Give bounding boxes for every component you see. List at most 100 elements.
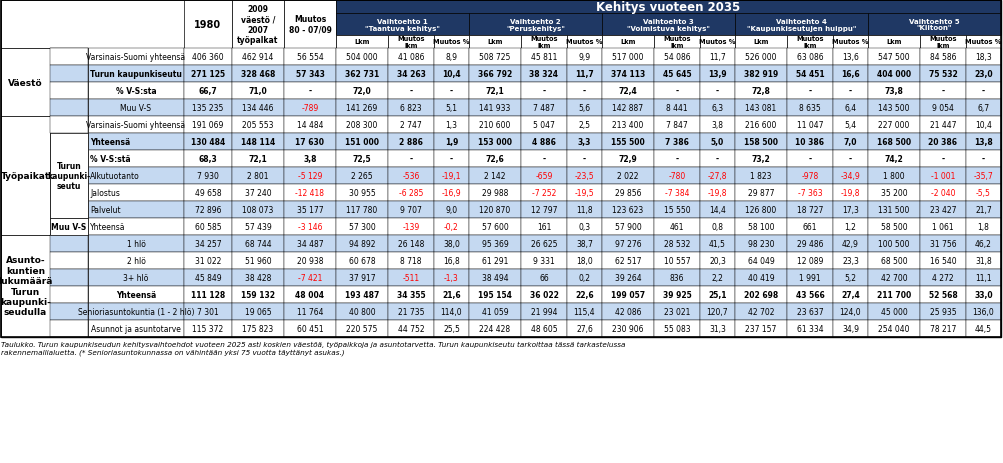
Text: 1 823: 1 823 — [749, 172, 771, 181]
Bar — [832, 201, 868, 219]
Bar — [868, 252, 919, 269]
Text: -3 146: -3 146 — [298, 223, 322, 232]
Text: 20 386: 20 386 — [928, 138, 957, 147]
Text: 10,4: 10,4 — [974, 121, 991, 130]
Bar — [433, 252, 468, 269]
Text: 35 200: 35 200 — [880, 188, 907, 198]
Bar — [567, 320, 602, 337]
Text: 11,7: 11,7 — [708, 53, 725, 62]
Text: 2,2: 2,2 — [711, 274, 723, 282]
Bar — [50, 100, 88, 117]
Text: 2 265: 2 265 — [351, 172, 372, 181]
Bar — [468, 66, 521, 83]
Text: 54 451: 54 451 — [795, 70, 823, 79]
Bar — [868, 201, 919, 219]
Text: 72,0: 72,0 — [352, 87, 371, 96]
Text: 1 hlö: 1 hlö — [126, 239, 145, 249]
Text: -: - — [409, 87, 412, 96]
Text: 148 114: 148 114 — [241, 138, 275, 147]
Text: -16,9: -16,9 — [441, 188, 460, 198]
Bar — [232, 1, 284, 49]
Bar — [868, 100, 919, 117]
Text: 7 930: 7 930 — [197, 172, 219, 181]
Bar — [468, 201, 521, 219]
Bar — [468, 168, 521, 185]
Text: 9,0: 9,0 — [445, 206, 457, 214]
Text: Palvelut: Palvelut — [90, 206, 120, 214]
Text: 6,4: 6,4 — [844, 104, 856, 113]
Bar — [832, 320, 868, 337]
Text: Lkm: Lkm — [354, 39, 369, 45]
Bar — [567, 269, 602, 287]
Bar — [602, 66, 653, 83]
Bar — [50, 117, 88, 236]
Text: 84 586: 84 586 — [929, 53, 955, 62]
Bar — [232, 219, 284, 236]
Bar — [699, 117, 734, 134]
Bar — [50, 134, 88, 150]
Text: 9 707: 9 707 — [399, 206, 421, 214]
Bar — [919, 134, 965, 150]
Text: 7 487: 7 487 — [533, 104, 555, 113]
Bar — [184, 287, 232, 303]
Text: 23,3: 23,3 — [842, 257, 859, 265]
Bar — [50, 219, 88, 236]
Bar — [88, 269, 184, 287]
Text: 114,0: 114,0 — [440, 307, 461, 316]
Text: 151 000: 151 000 — [345, 138, 378, 147]
Bar — [786, 134, 832, 150]
Text: 161: 161 — [537, 223, 551, 232]
Bar — [653, 117, 699, 134]
Bar — [832, 236, 868, 252]
Bar — [786, 236, 832, 252]
Bar — [832, 49, 868, 66]
Bar — [433, 100, 468, 117]
Bar — [965, 303, 1000, 320]
Text: 27,4: 27,4 — [841, 290, 859, 300]
Bar — [786, 49, 832, 66]
Bar — [868, 134, 919, 150]
Bar — [965, 168, 1000, 185]
Bar — [868, 236, 919, 252]
Bar — [88, 236, 184, 252]
Text: 48 004: 48 004 — [295, 290, 324, 300]
Text: 7 847: 7 847 — [665, 121, 687, 130]
Text: 44 752: 44 752 — [397, 324, 424, 333]
Text: -536: -536 — [402, 172, 419, 181]
Text: 12 797: 12 797 — [531, 206, 557, 214]
Bar — [50, 49, 88, 66]
Bar — [521, 36, 567, 49]
Bar — [868, 168, 919, 185]
Bar — [232, 83, 284, 100]
Bar — [653, 36, 699, 49]
Text: 220 575: 220 575 — [346, 324, 377, 333]
Bar — [602, 287, 653, 303]
Bar — [284, 185, 336, 201]
Bar — [965, 134, 1000, 150]
Bar — [284, 201, 336, 219]
Text: 130 484: 130 484 — [191, 138, 225, 147]
Text: 29 856: 29 856 — [614, 188, 641, 198]
Bar — [184, 100, 232, 117]
Text: 16,8: 16,8 — [442, 257, 459, 265]
Text: 155 500: 155 500 — [611, 138, 644, 147]
Text: 2 hlö: 2 hlö — [126, 257, 145, 265]
Text: -: - — [807, 87, 810, 96]
Bar — [50, 66, 88, 83]
Bar — [965, 100, 1000, 117]
Bar — [50, 303, 88, 320]
Bar — [699, 100, 734, 117]
Bar — [50, 269, 88, 287]
Bar — [868, 83, 919, 100]
Text: 57 343: 57 343 — [295, 70, 324, 79]
Bar — [734, 185, 786, 201]
Bar — [387, 134, 433, 150]
Text: 6,3: 6,3 — [711, 104, 723, 113]
Text: 175 823: 175 823 — [242, 324, 274, 333]
Text: 38,7: 38,7 — [576, 239, 593, 249]
Text: -7 421: -7 421 — [298, 274, 322, 282]
Bar — [50, 49, 88, 66]
Text: 5 047: 5 047 — [533, 121, 555, 130]
Text: 72,8: 72,8 — [751, 87, 769, 96]
Text: Muu V-S: Muu V-S — [120, 104, 151, 113]
